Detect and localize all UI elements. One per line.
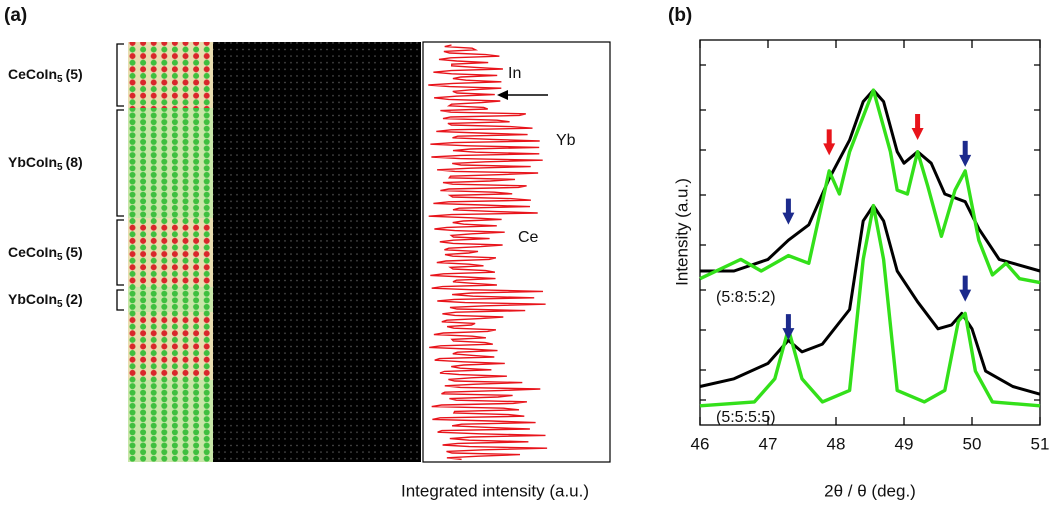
y-axis-label: Intensity (a.u.)	[672, 178, 691, 286]
layer-label: CeCoIn5 (5)	[8, 66, 83, 85]
x-tick-label: 46	[691, 434, 710, 453]
panel-label: (b)	[668, 5, 692, 26]
curve	[699, 204, 1041, 396]
plot-frame	[699, 39, 1041, 426]
curve	[699, 203, 1041, 408]
layer-label: YbCoIn5 (2)	[8, 291, 83, 310]
panel-label: (a)	[4, 5, 27, 26]
layer-label: CeCoIn5 (5)	[8, 244, 83, 263]
minor-y-ticks	[700, 64, 1040, 401]
x-axis-label: Integrated intensity (a.u.)	[401, 481, 589, 500]
x-tick-label: 48	[827, 434, 846, 453]
stem-image	[213, 42, 421, 462]
arrow	[823, 129, 836, 156]
sample-label: (5:5:5:5)	[716, 409, 776, 426]
formula: CeCoIn	[8, 66, 57, 82]
curve	[700, 88, 1041, 273]
count: (2)	[66, 291, 83, 307]
x-tick-label: 51	[1031, 434, 1050, 453]
subscript: 5	[57, 299, 63, 310]
x-tick-label: 50	[963, 434, 982, 453]
subscript: 5	[57, 74, 63, 85]
sample-label: (5:8:5:2)	[716, 289, 776, 306]
layer-brackets	[116, 43, 124, 311]
x-tick-label: 47	[759, 434, 778, 453]
curve	[699, 88, 1041, 285]
arrow	[782, 314, 795, 341]
subscript: 5	[57, 252, 63, 263]
annotation: In	[508, 65, 521, 82]
x-tick-label: 49	[895, 434, 914, 453]
formula: YbCoIn	[8, 154, 57, 170]
in-arrowhead	[497, 90, 508, 100]
x-axis-label: 2θ / θ (deg.)	[824, 481, 916, 500]
count: (5)	[66, 244, 83, 260]
annotation: Yb	[556, 132, 576, 149]
count: (5)	[66, 66, 83, 82]
arrow	[959, 275, 972, 302]
arrow	[959, 140, 972, 167]
formula: YbCoIn	[8, 291, 57, 307]
count: (8)	[66, 154, 83, 170]
arrow	[911, 113, 924, 140]
annotation: Ce	[518, 229, 539, 246]
intensity-profile	[428, 44, 548, 461]
layer-label: YbCoIn5 (8)	[8, 154, 83, 173]
subscript: 5	[57, 162, 63, 173]
lattice	[128, 42, 213, 462]
formula: CeCoIn	[8, 244, 57, 260]
arrow	[782, 198, 795, 225]
